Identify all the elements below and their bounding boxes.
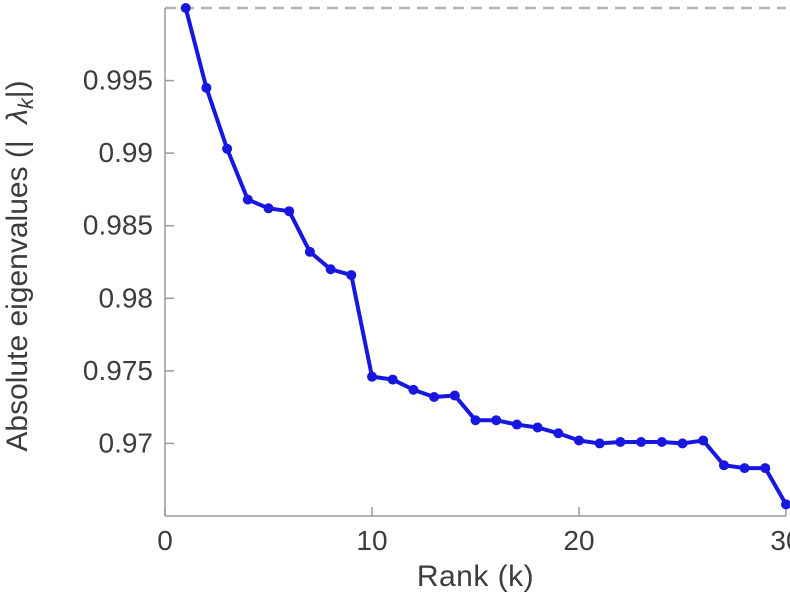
lambda-symbol: λ [0, 109, 34, 124]
y-axis-label: Absolute eigenvalues (| λk|) [1, 6, 39, 526]
x-tick-label: 20 [563, 525, 594, 556]
lambda-subscript: k [13, 98, 39, 110]
x-tick-label: 10 [356, 525, 387, 556]
eigenvalue-data-point [346, 270, 357, 281]
eigenvalue-data-point [242, 194, 253, 205]
x-tick-label: 30 [770, 525, 790, 556]
eigenvalue-data-point [180, 3, 191, 13]
y-axis-label-prefix: Absolute eigenvalues (| [0, 140, 34, 452]
eigenvalue-data-point [511, 419, 522, 430]
eigenvalue-data-point [387, 374, 398, 385]
eigenvalue-data-point [491, 415, 502, 426]
eigenvalue-data-point [636, 436, 647, 447]
eigenvalue-data-point [449, 390, 460, 401]
y-tick-label: 0.98 [99, 282, 154, 313]
eigenvalue-data-point [304, 246, 315, 257]
eigenvalue-data-point [408, 384, 419, 395]
y-tick-label: 0.995 [83, 65, 153, 96]
eigenvalue-data-point [574, 435, 584, 446]
y-tick-label: 0.975 [83, 355, 153, 386]
eigenvalue-data-point [532, 422, 543, 433]
eigenvalue-data-point [263, 203, 274, 214]
eigenvalue-data-point [553, 428, 564, 439]
eigenvalue-series-line [183, 6, 788, 507]
eigenvalue-data-point [222, 143, 233, 154]
eigenvalue-data-point [284, 206, 295, 217]
eigenvalue-data-point [656, 436, 667, 447]
y-axis-label-suffix: |) [0, 80, 34, 99]
eigenvalue-data-point [470, 415, 481, 426]
eigenvalue-data-point [677, 438, 688, 449]
eigenvalue-data-point [760, 463, 771, 474]
x-axis-label: Rank (k) [165, 560, 786, 594]
y-tick-label: 0.985 [83, 210, 153, 241]
y-tick-label: 0.97 [99, 427, 154, 458]
eigenvalue-data-point [739, 463, 750, 474]
eigenvalue-data-point [201, 82, 212, 93]
eigenvalue-data-point [718, 460, 729, 471]
x-tick-label: 0 [157, 525, 173, 556]
eigenvalue-data-point [615, 436, 626, 447]
eigenvalue-data-point [594, 438, 605, 449]
eigenvalue-data-point [429, 391, 440, 402]
eigenvalue-data-point [367, 371, 377, 382]
eigenvalue-data-point [325, 264, 336, 275]
x-axis-label-text: Rank (k) [416, 560, 535, 593]
y-tick-label: 0.99 [99, 137, 154, 168]
eigenvalue-data-point [698, 435, 709, 446]
eigenvalue-data-point [781, 499, 790, 510]
